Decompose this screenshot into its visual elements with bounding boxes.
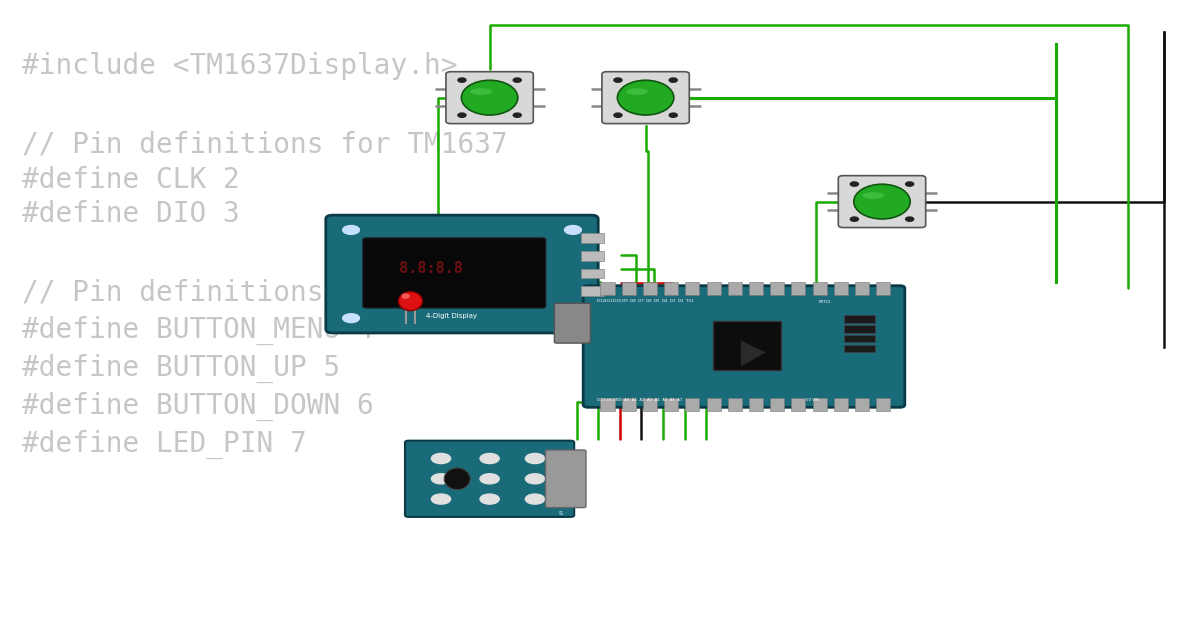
- Text: // Pin definitions for TM1637: // Pin definitions for TM1637: [22, 131, 508, 159]
- Circle shape: [343, 314, 360, 323]
- Circle shape: [564, 314, 581, 323]
- Text: #define BUTTON_MENU 4: #define BUTTON_MENU 4: [22, 316, 373, 345]
- Circle shape: [480, 474, 499, 484]
- Bar: [707, 398, 720, 411]
- Ellipse shape: [402, 294, 410, 299]
- Circle shape: [458, 78, 466, 83]
- FancyBboxPatch shape: [404, 441, 574, 517]
- Circle shape: [614, 113, 622, 117]
- FancyBboxPatch shape: [546, 450, 586, 508]
- Polygon shape: [740, 341, 766, 366]
- Bar: [749, 398, 763, 411]
- FancyBboxPatch shape: [446, 72, 533, 123]
- Text: #define DIO 3: #define DIO 3: [22, 200, 239, 228]
- FancyBboxPatch shape: [839, 176, 925, 227]
- FancyBboxPatch shape: [583, 286, 905, 407]
- Ellipse shape: [461, 80, 518, 115]
- Bar: [581, 233, 604, 243]
- Bar: [792, 398, 805, 411]
- Circle shape: [906, 182, 913, 186]
- Bar: [664, 282, 678, 295]
- Ellipse shape: [626, 88, 648, 95]
- Ellipse shape: [853, 184, 911, 219]
- Text: D12D11D10 D9  D8  D7  D6  D5  D4  D3  D2  TX1: D12D11D10 D9 D8 D7 D6 D5 D4 D3 D2 TX1: [598, 299, 694, 303]
- Bar: [792, 282, 805, 295]
- Bar: [707, 282, 720, 295]
- Circle shape: [564, 226, 581, 234]
- Circle shape: [670, 113, 677, 117]
- Circle shape: [851, 217, 858, 221]
- Bar: [844, 345, 875, 352]
- Bar: [581, 268, 604, 278]
- Bar: [834, 398, 848, 411]
- Bar: [812, 282, 827, 295]
- Bar: [876, 282, 890, 295]
- Ellipse shape: [444, 468, 470, 490]
- Bar: [581, 251, 604, 261]
- Ellipse shape: [470, 88, 492, 95]
- Circle shape: [614, 78, 622, 83]
- Bar: [834, 282, 848, 295]
- Circle shape: [906, 217, 913, 221]
- Bar: [600, 282, 614, 295]
- Circle shape: [432, 494, 451, 504]
- Bar: [685, 282, 700, 295]
- Bar: [685, 398, 700, 411]
- Text: 5V VIN: 5V VIN: [806, 398, 820, 402]
- Circle shape: [432, 474, 451, 484]
- Bar: [844, 325, 875, 333]
- Circle shape: [480, 494, 499, 504]
- Text: #define LED_PIN 7: #define LED_PIN 7: [22, 430, 306, 459]
- Bar: [749, 282, 763, 295]
- Circle shape: [432, 454, 451, 464]
- Text: #define CLK 2: #define CLK 2: [22, 166, 239, 193]
- Bar: [727, 282, 742, 295]
- FancyBboxPatch shape: [554, 303, 590, 343]
- Circle shape: [670, 78, 677, 83]
- Bar: [812, 398, 827, 411]
- Circle shape: [526, 454, 545, 464]
- Circle shape: [526, 474, 545, 484]
- Circle shape: [343, 226, 360, 234]
- Text: // Pin definitions for buttons: // Pin definitions for buttons: [22, 279, 524, 307]
- Bar: [727, 398, 742, 411]
- Bar: [844, 315, 875, 323]
- Bar: [713, 321, 781, 370]
- Text: #define BUTTON_UP 5: #define BUTTON_UP 5: [22, 354, 340, 383]
- Bar: [876, 398, 890, 411]
- Bar: [643, 398, 656, 411]
- Bar: [643, 282, 656, 295]
- Text: #define BUTTON_DOWN 6: #define BUTTON_DOWN 6: [22, 392, 373, 421]
- Text: D13 3V GND  A0  A1  A2  A3  A4  A5  A6  A7: D13 3V GND A0 A1 A2 A3 A4 A5 A6 A7: [598, 398, 683, 402]
- FancyBboxPatch shape: [362, 238, 546, 308]
- Bar: [770, 282, 785, 295]
- Text: S: S: [559, 512, 563, 517]
- Ellipse shape: [617, 80, 674, 115]
- Circle shape: [526, 494, 545, 504]
- Bar: [622, 398, 636, 411]
- Ellipse shape: [863, 192, 884, 199]
- Bar: [581, 286, 604, 296]
- Bar: [856, 398, 869, 411]
- FancyBboxPatch shape: [326, 215, 599, 333]
- Circle shape: [480, 454, 499, 464]
- Text: 4-Digit Display: 4-Digit Display: [426, 313, 478, 319]
- Text: #include <TM1637Display.h>: #include <TM1637Display.h>: [22, 52, 457, 80]
- Bar: [664, 398, 678, 411]
- Bar: [622, 282, 636, 295]
- Bar: [770, 398, 785, 411]
- Circle shape: [851, 182, 858, 186]
- Bar: [856, 282, 869, 295]
- Bar: [844, 335, 875, 343]
- Ellipse shape: [398, 292, 422, 311]
- FancyBboxPatch shape: [602, 72, 689, 123]
- Bar: [600, 398, 614, 411]
- Circle shape: [458, 113, 466, 117]
- Circle shape: [514, 113, 521, 117]
- Text: RXT51: RXT51: [818, 300, 832, 304]
- Text: 8.8:8.8: 8.8:8.8: [400, 261, 463, 276]
- Circle shape: [514, 78, 521, 83]
